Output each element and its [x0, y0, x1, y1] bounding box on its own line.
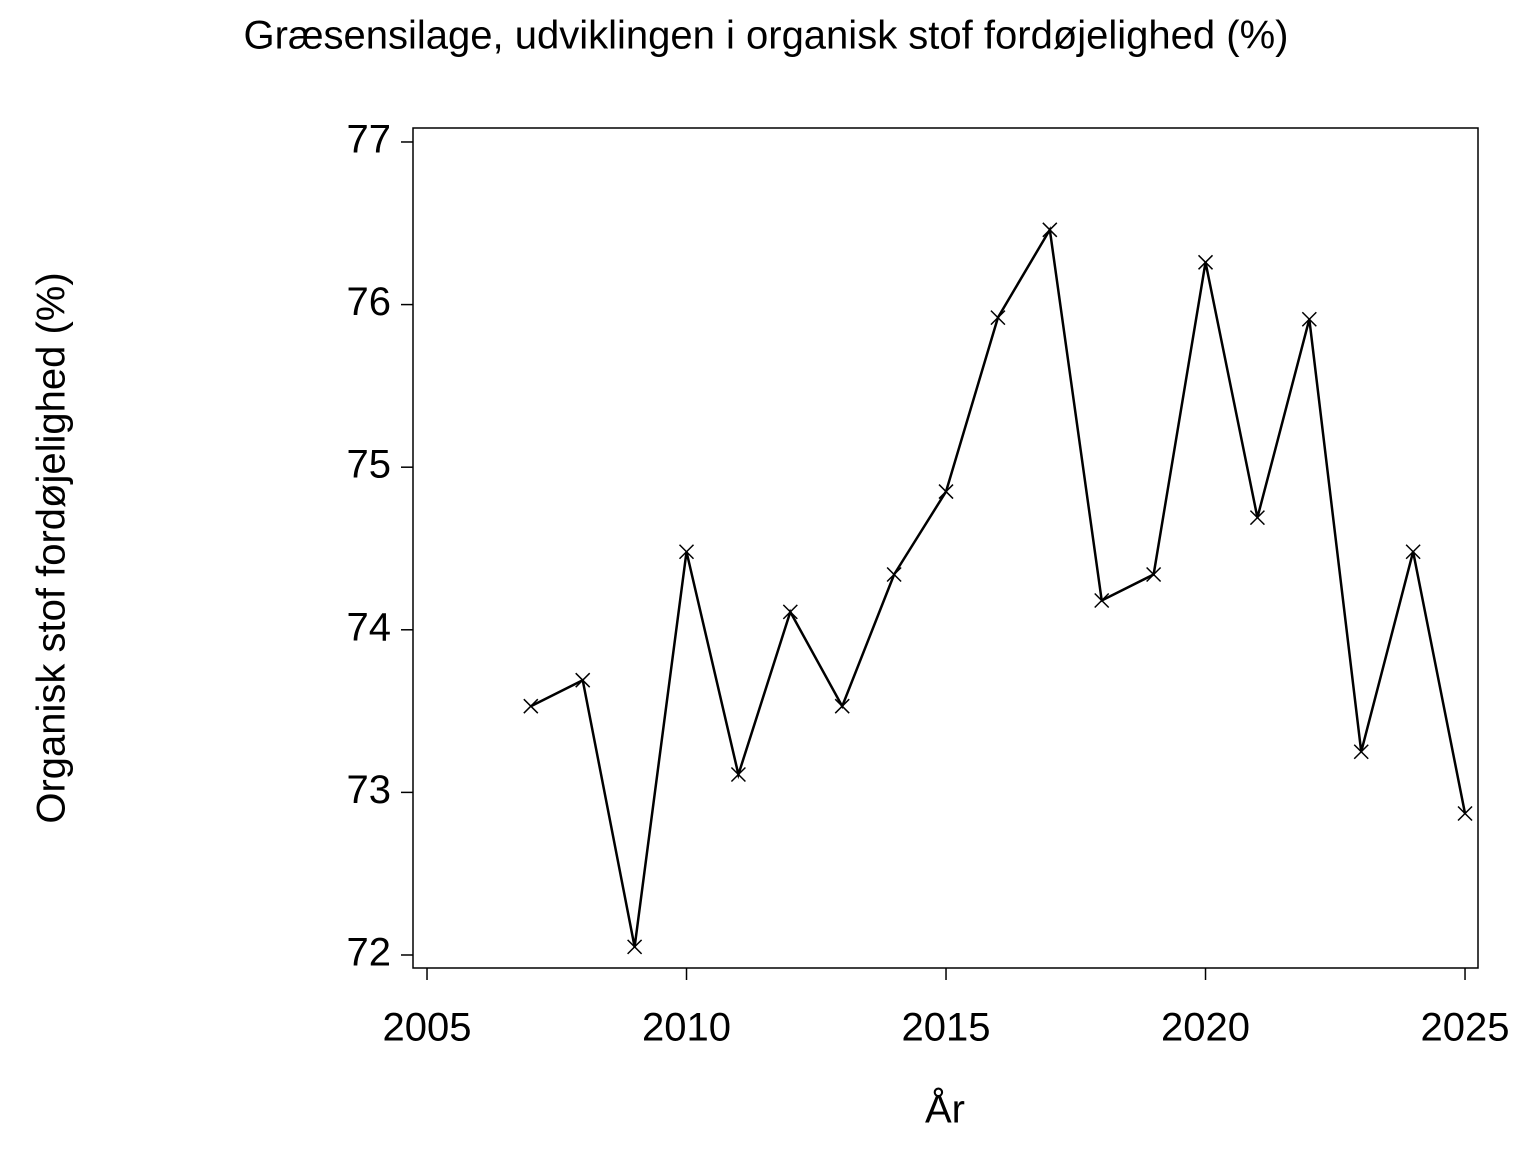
x-tick-label: 2005	[383, 1006, 472, 1050]
y-tick-label: 77	[347, 118, 392, 162]
data-point	[990, 310, 1006, 326]
data-point	[938, 484, 954, 500]
data-point	[627, 939, 643, 955]
data-point	[1249, 510, 1265, 526]
data-point	[1301, 311, 1317, 327]
x-tick-label: 2010	[642, 1006, 731, 1050]
y-axis-label: Organisk stof fordøjelighed (%)	[30, 272, 74, 823]
data-point	[575, 672, 591, 688]
data-point	[1146, 566, 1162, 583]
y-tick-label: 72	[347, 931, 392, 975]
y-tick-label: 75	[347, 443, 392, 487]
data-point	[1094, 592, 1110, 609]
data-line	[530, 226, 1467, 948]
data-point	[834, 698, 850, 714]
data-point	[782, 604, 798, 620]
data-point	[678, 544, 695, 560]
x-axis-label: År	[925, 1087, 965, 1132]
data-point	[1042, 222, 1058, 238]
plot-frame	[412, 127, 1479, 969]
data-point	[1457, 805, 1473, 822]
data-point	[886, 566, 902, 583]
data-point	[730, 766, 746, 783]
data-point	[523, 698, 539, 714]
y-tick-label: 76	[347, 280, 392, 324]
x-tick-label: 2025	[1421, 1006, 1510, 1050]
x-tick-label: 2015	[902, 1006, 991, 1050]
chart-title: Græsensilage, udviklingen i organisk sto…	[244, 14, 1289, 58]
y-tick-label: 74	[347, 605, 392, 649]
data-point	[1197, 254, 1214, 270]
x-tick-label: 2020	[1161, 1006, 1250, 1050]
y-tick-label: 73	[347, 768, 392, 812]
data-point	[1353, 744, 1369, 760]
data-point	[1405, 544, 1421, 560]
